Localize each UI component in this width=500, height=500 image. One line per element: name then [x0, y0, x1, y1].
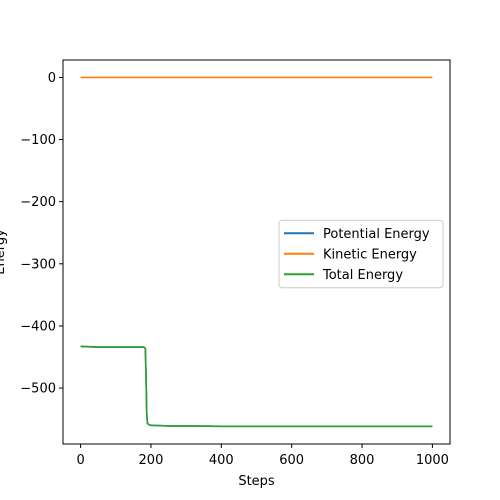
x-tick-label: 0	[76, 453, 84, 468]
x-tick-label: 800	[350, 453, 375, 468]
legend-label: Kinetic Energy	[323, 247, 417, 262]
y-tick-label: 0	[48, 71, 56, 86]
x-tick-label: 600	[279, 453, 304, 468]
y-tick-label: −300	[20, 257, 56, 272]
plot-frame	[62, 59, 451, 445]
legend: Potential Energy Kinetic Energy Total Ener…	[278, 219, 444, 289]
x-tick-label: 1000	[416, 453, 449, 468]
x-axis-ticks: 0 200 400 600 800 1000	[76, 444, 449, 468]
x-axis-label: Steps	[238, 474, 275, 489]
x-tick-label: 400	[209, 453, 234, 468]
legend-box	[278, 219, 444, 289]
y-tick-label: −500	[20, 382, 56, 397]
y-axis-ticks: 0 −100 −200 −300 −400 −500	[20, 71, 63, 397]
series-line-total-energy	[80, 345, 433, 428]
y-tick-label: −100	[20, 133, 56, 148]
legend-label: Potential Energy	[323, 227, 430, 242]
x-tick-label: 200	[139, 453, 164, 468]
y-tick-label: −400	[20, 319, 56, 334]
series-layer	[80, 76, 433, 428]
y-axis-label: Energy	[0, 229, 8, 275]
y-tick-label: −200	[20, 195, 56, 210]
legend-label: Total Energy	[322, 268, 403, 283]
